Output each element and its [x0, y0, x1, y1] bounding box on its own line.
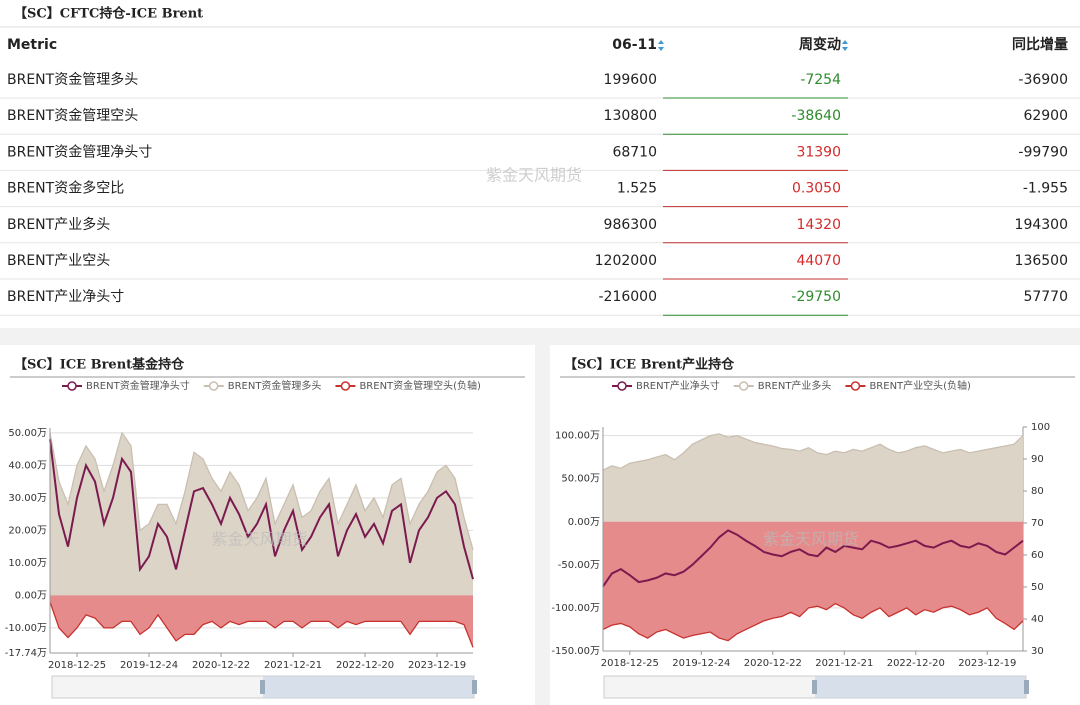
chart-title: 【SC】ICE Brent产业持仓: [564, 357, 735, 373]
cell: -38640: [791, 108, 841, 124]
table: Metric 06-11 周变动 同比增量 BRENT资金管理多头 199600 -7254…: [0, 36, 1080, 316]
y-tick-label: 0.00万: [15, 590, 47, 601]
area-fill: [603, 433, 1023, 522]
watermark: 紫金天风期货: [763, 530, 859, 549]
cell: 0.3050: [792, 181, 841, 197]
x-tick-label: 2019-12-24: [120, 660, 178, 671]
series-line: [49, 431, 474, 551]
legend-label: BRENT产业多头: [758, 379, 832, 392]
legend-swatch: [738, 381, 749, 391]
y-tick-label: 20.00万: [8, 525, 47, 536]
y-tick-label: 50.00万: [8, 428, 47, 439]
legend-swatch: [617, 381, 627, 391]
x-tick-label: 2021-12-21: [815, 658, 873, 669]
cell: -36900: [1018, 72, 1068, 88]
cell: BRENT产业空头: [7, 253, 110, 269]
y-tick-label: 100.00万: [555, 431, 600, 442]
y-tick-label: 0.00万: [568, 517, 600, 528]
y2-tick-label: 30: [1031, 646, 1044, 657]
legend-label: BRENT资金管理空头(负轴): [359, 379, 481, 392]
x-tick-label: 2022-12-20: [887, 658, 945, 669]
cell: 1.525: [617, 181, 657, 197]
legend-label: BRENT资金管理多头: [228, 379, 322, 392]
legend-label: BRENT产业空头(负轴): [869, 379, 971, 392]
x-tick-label: 2023-12-19: [408, 660, 466, 671]
legend-swatch: [340, 381, 351, 391]
y-tick-label: 40.00万: [8, 460, 47, 471]
table-title: 【SC】CFTC持仓-ICE Brent: [14, 6, 203, 22]
cell: BRENT资金管理空头: [7, 108, 138, 124]
sort-icon: [658, 40, 664, 51]
series-line: [49, 439, 474, 580]
series-line: [49, 601, 474, 648]
x-tick-label: 2018-12-25: [48, 660, 106, 671]
cell: 136500: [1015, 253, 1068, 269]
cell: -99790: [1018, 144, 1068, 160]
legend-label: BRENT产业净头寸: [636, 379, 720, 392]
watermark: 紫金天风期货: [486, 166, 582, 185]
legend-swatch: [208, 381, 219, 391]
column-header: 06-11: [612, 37, 657, 53]
column-header: Metric: [7, 37, 57, 53]
x-tick-label: 2020-12-22: [192, 660, 250, 671]
cell: BRENT资金管理净头寸: [7, 144, 152, 160]
column-header: 同比增量: [1012, 36, 1068, 53]
y2-tick-label: 70: [1031, 518, 1044, 529]
cell: 62900: [1023, 108, 1068, 124]
zoom-slider[interactable]: [603, 675, 1029, 699]
legend-label: BRENT资金管理净头寸: [86, 379, 190, 392]
cell: -29750: [791, 289, 841, 305]
cell: 199600: [604, 72, 657, 88]
column-header: 周变动: [799, 36, 841, 53]
watermark: 紫金天风期货: [212, 530, 308, 549]
cell: -1.955: [1023, 181, 1068, 197]
x-tick-label: 2022-12-20: [336, 660, 394, 671]
table-panel: [0, 0, 1080, 328]
y2-tick-label: 60: [1031, 550, 1044, 561]
cell: 68710: [612, 144, 657, 160]
y2-tick-label: 40: [1031, 614, 1044, 625]
cell: -216000: [599, 289, 658, 305]
area-fill: [603, 521, 1023, 641]
cell: 130800: [604, 108, 657, 124]
y2-tick-label: 90: [1031, 454, 1044, 465]
y-tick-label: 10.00万: [8, 558, 47, 569]
legend-swatch: [67, 381, 77, 391]
cell: BRENT产业多头: [7, 216, 110, 233]
legend-swatch: [850, 381, 861, 391]
cell: 194300: [1015, 217, 1068, 233]
zoom-slider[interactable]: [51, 675, 477, 699]
cell: -7254: [800, 72, 841, 88]
y-tick-label: -17.74万: [5, 648, 47, 659]
cell: 1202000: [595, 253, 657, 269]
cell: 57770: [1023, 289, 1068, 305]
cell: BRENT资金管理多头: [7, 71, 138, 88]
cell: BRENT资金多空比: [7, 180, 124, 197]
y-tick-label: 50.00万: [561, 474, 600, 485]
series-line: [602, 433, 1024, 471]
x-tick-label: 2020-12-22: [744, 658, 802, 669]
cell: 31390: [796, 144, 841, 160]
y2-tick-label: 80: [1031, 486, 1044, 497]
y-tick-label: 30.00万: [8, 493, 47, 504]
x-tick-label: 2019-12-24: [672, 658, 730, 669]
sort-icon: [842, 40, 848, 51]
x-tick-label: 2023-12-19: [958, 658, 1016, 669]
cell: 44070: [796, 253, 841, 269]
y2-tick-label: 100: [1031, 422, 1050, 433]
y-tick-label: -150.00万: [551, 646, 600, 657]
x-tick-label: 2018-12-25: [601, 658, 659, 669]
y-tick-label: -100.00万: [551, 603, 600, 614]
y-tick-label: -10.00万: [5, 623, 47, 634]
cell: 14320: [796, 217, 841, 233]
cell: 986300: [604, 217, 657, 233]
x-tick-label: 2021-12-21: [264, 660, 322, 671]
y2-tick-label: 50: [1031, 582, 1044, 593]
chart-title: 【SC】ICE Brent基金持仓: [14, 357, 185, 373]
y-tick-label: -50.00万: [558, 560, 600, 571]
series-line: [602, 529, 1024, 587]
cell: BRENT产业净头寸: [7, 289, 124, 305]
series-line: [602, 602, 1024, 642]
